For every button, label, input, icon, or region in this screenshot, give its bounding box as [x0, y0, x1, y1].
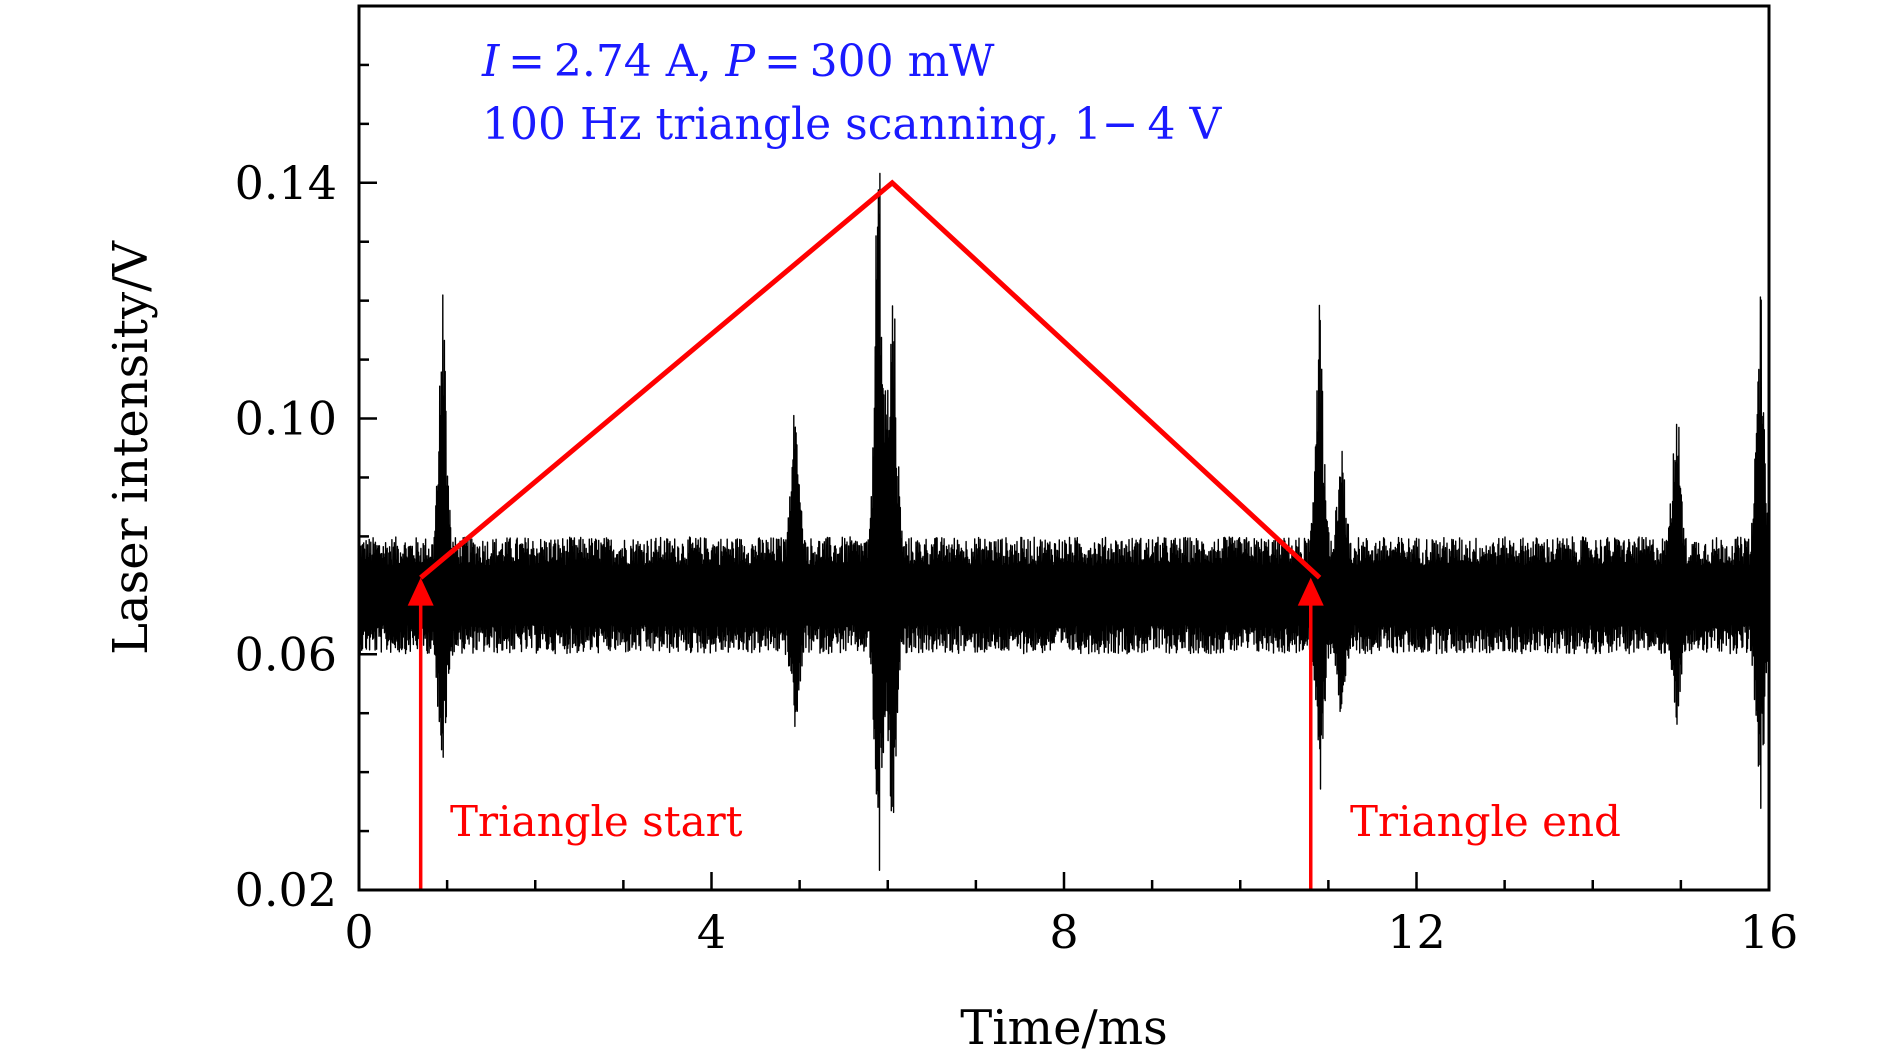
- y-tick-label: 0.14: [235, 156, 337, 210]
- tick-labels: 0 4 8 12 16 0.02 0.06 0.10 0.14: [235, 156, 1799, 959]
- current-symbol: I: [481, 36, 501, 87]
- y-tick-label: 0.10: [235, 392, 337, 446]
- current-value: = 2.74 A,: [499, 36, 725, 87]
- x-tick-label: 4: [697, 905, 726, 959]
- power-value: = 300 mW: [755, 36, 995, 87]
- triangle-end-arrow-head: [1297, 577, 1324, 606]
- axis-ticks: [357, 4, 1771, 892]
- annotation-line-1: I = 2.74 A, P = 300 mW: [481, 36, 995, 87]
- annotation-line-2: 100 Hz triangle scanning, 1− 4 V: [482, 99, 1222, 150]
- y-axis-title: Laser intensity/V: [103, 240, 159, 655]
- x-axis-title: Time/ms: [960, 1000, 1168, 1056]
- triangle-end-label: Triangle end: [1350, 797, 1621, 846]
- y-tick-label: 0.02: [235, 863, 337, 917]
- triangle-overlay: [407, 179, 1324, 890]
- y-tick-label: 0.06: [235, 627, 337, 681]
- signal-trace: [358, 172, 1770, 871]
- signal-line: [358, 172, 1770, 871]
- x-tick-label: 12: [1387, 905, 1446, 959]
- triangle-start-arrow-head: [407, 577, 434, 606]
- triangle-start-label: Triangle start: [450, 797, 743, 846]
- x-tick-label: 16: [1740, 905, 1799, 959]
- power-symbol: P: [725, 36, 757, 87]
- x-tick-label: 8: [1049, 905, 1078, 959]
- triangle-line: [419, 179, 1322, 580]
- x-tick-label: 0: [344, 905, 373, 959]
